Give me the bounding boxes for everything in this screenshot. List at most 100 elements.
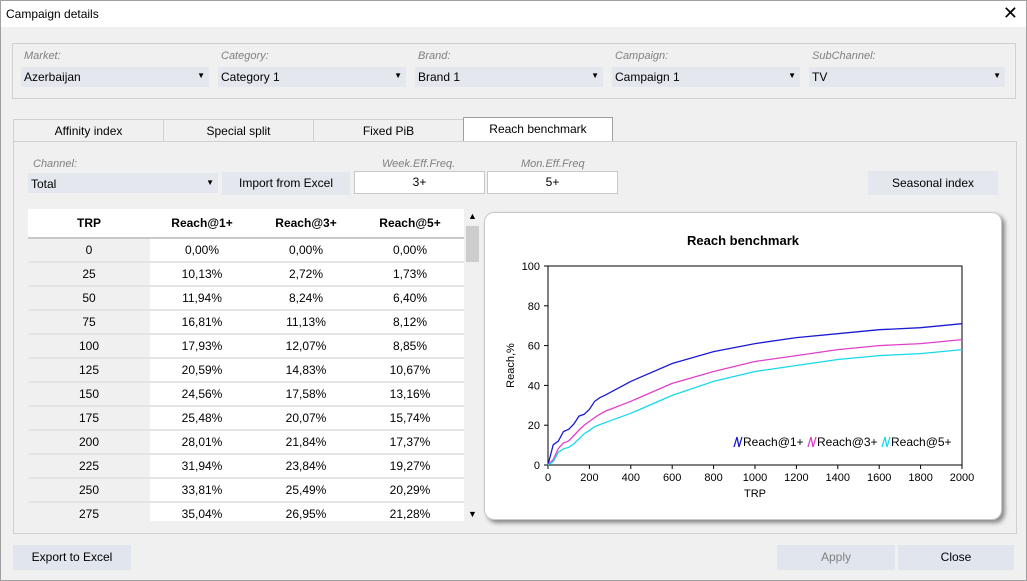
cell-trp: 275 (28, 503, 150, 521)
table-row[interactable]: 125 20,59% 14,83% 10,67% (28, 359, 464, 383)
cell-reach5: 15,74% (389, 411, 431, 425)
table-body: 0 0,00% 0,00% 0,00% 25 10,13% 2,72% 1,73% 50 11,9… (28, 239, 464, 521)
subchannel-filter: SubChannel: TV ▼ (809, 50, 1005, 87)
x-tick-label: 2000 (950, 472, 974, 484)
table-row[interactable]: 0 0,00% 0,00% 0,00% (28, 239, 464, 263)
table-header: TRP Reach@1+ Reach@3+ Reach@5+ (28, 209, 464, 239)
cell-trp: 125 (28, 359, 150, 381)
export-to-excel-button[interactable]: Export to Excel (13, 545, 131, 570)
cell-reach3: 20,07% (285, 411, 327, 425)
mon-eff-freq-input[interactable]: 5+ (487, 171, 618, 194)
cell-reach5: 21,28% (389, 507, 431, 521)
scrollbar-thumb[interactable] (466, 226, 479, 262)
category-value: Category 1 (221, 70, 280, 84)
apply-button[interactable]: Apply (777, 545, 895, 570)
tab-fixed-pib[interactable]: Fixed PiB (313, 119, 464, 142)
chevron-down-icon: ▼ (788, 71, 796, 80)
table-row[interactable]: 225 31,94% 23,84% 19,27% (28, 455, 464, 479)
x-tick-label: 800 (704, 472, 722, 484)
table-row[interactable]: 275 35,04% 26,95% 21,28% (28, 503, 464, 521)
cell-reach5: 10,67% (389, 363, 431, 377)
cell-reach1: 17,93% (181, 339, 223, 353)
close-icon[interactable]: ✕ (1002, 3, 1018, 23)
legend-swatch (807, 436, 817, 448)
channel-value: Total (31, 177, 57, 191)
cell-reach1: 20,59% (181, 363, 223, 377)
chevron-down-icon: ▼ (993, 71, 1001, 80)
subchannel-value: TV (812, 70, 828, 84)
cell-reach5: 0,00% (392, 243, 428, 257)
brand-filter: Brand: Brand 1 ▼ (415, 50, 603, 87)
week-eff-freq-input[interactable]: 3+ (354, 171, 485, 194)
cell-reach5: 17,37% (389, 435, 431, 449)
category-filter: Category: Category 1 ▼ (218, 50, 406, 87)
y-tick-label: 0 (534, 460, 540, 472)
scroll-up-icon[interactable]: ▲ (468, 211, 477, 221)
table-row[interactable]: 25 10,13% 2,72% 1,73% (28, 263, 464, 287)
column-header-reach3: Reach@3+ (275, 216, 337, 230)
legend-entry: Reach@1+ (743, 435, 804, 449)
cell-trp: 175 (28, 407, 150, 429)
cell-reach5: 19,27% (389, 459, 431, 473)
category-label: Category: (221, 50, 269, 62)
cell-trp: 75 (28, 311, 150, 333)
cell-reach3: 11,13% (286, 315, 326, 329)
x-tick-label: 400 (622, 472, 640, 484)
market-filter: Market: Azerbaijan ▼ (21, 50, 209, 87)
channel-select[interactable]: Total ▼ (28, 173, 218, 193)
x-tick-label: 1400 (826, 472, 850, 484)
seasonal-index-button[interactable]: Seasonal index (868, 171, 998, 195)
tab-affinity-index[interactable]: Affinity index (13, 119, 164, 142)
chevron-down-icon: ▼ (197, 71, 205, 80)
x-tick-label: 0 (545, 472, 551, 484)
chevron-down-icon: ▼ (206, 178, 214, 187)
table-scrollbar[interactable]: ▲ ▼ (464, 209, 482, 521)
cell-reach5: 6,40% (392, 291, 428, 305)
cell-reach3: 25,49% (285, 483, 327, 497)
channel-label: Channel: (33, 158, 78, 170)
brand-label: Brand: (418, 50, 451, 62)
table-row[interactable]: 100 17,93% 12,07% 8,85% (28, 335, 464, 359)
table-row[interactable]: 50 11,94% 8,24% 6,40% (28, 287, 464, 311)
window-title: Campaign details (6, 7, 99, 21)
table-row[interactable]: 150 24,56% 17,58% 13,16% (28, 383, 464, 407)
scroll-down-icon[interactable]: ▼ (468, 509, 477, 519)
cell-trp: 50 (28, 287, 150, 309)
campaign-filter: Campaign: Campaign 1 ▼ (612, 50, 800, 87)
cell-reach1: 10,13% (181, 267, 223, 281)
table-row[interactable]: 250 33,81% 25,49% 20,29% (28, 479, 464, 503)
market-label: Market: (24, 50, 61, 62)
cell-reach3: 26,95% (285, 507, 327, 521)
cell-reach1: 24,56% (181, 387, 223, 401)
campaign-label: Campaign: (615, 50, 669, 62)
legend-swatch (881, 436, 891, 448)
cell-reach1: 0,00% (184, 243, 220, 257)
cell-trp: 0 (28, 239, 150, 261)
table-row[interactable]: 175 25,48% 20,07% 15,74% (28, 407, 464, 431)
close-button[interactable]: Close (898, 545, 1014, 570)
subchannel-select[interactable]: TV ▼ (809, 67, 1005, 87)
tab-reach-benchmark[interactable]: Reach benchmark (463, 117, 613, 141)
cell-reach3: 2,72% (288, 267, 324, 281)
y-axis-label: Reach,% (505, 343, 517, 388)
cell-trp: 25 (28, 263, 150, 285)
table-row[interactable]: 200 28,01% 21,84% 17,37% (28, 431, 464, 455)
cell-trp: 200 (28, 431, 150, 453)
cell-reach1: 31,94% (181, 459, 223, 473)
market-select[interactable]: Azerbaijan ▼ (21, 67, 209, 87)
campaign-value: Campaign 1 (615, 70, 680, 84)
category-select[interactable]: Category 1 ▼ (218, 67, 406, 87)
legend-entry: Reach@3+ (817, 435, 878, 449)
cell-reach5: 8,12% (392, 315, 428, 329)
cell-trp: 150 (28, 383, 150, 405)
table-row[interactable]: 75 16,81% 11,13% 8,12% (28, 311, 464, 335)
column-header-reach1: Reach@1+ (171, 216, 233, 230)
campaign-select[interactable]: Campaign 1 ▼ (612, 67, 800, 87)
filter-bar: Market: Azerbaijan ▼ Category: Category 1… (12, 43, 1016, 99)
cell-reach3: 21,84% (285, 435, 327, 449)
cell-reach1: 33,81% (181, 483, 223, 497)
tab-special-split[interactable]: Special split (163, 119, 314, 142)
brand-select[interactable]: Brand 1 ▼ (415, 67, 603, 87)
import-from-excel-button[interactable]: Import from Excel (222, 172, 350, 195)
